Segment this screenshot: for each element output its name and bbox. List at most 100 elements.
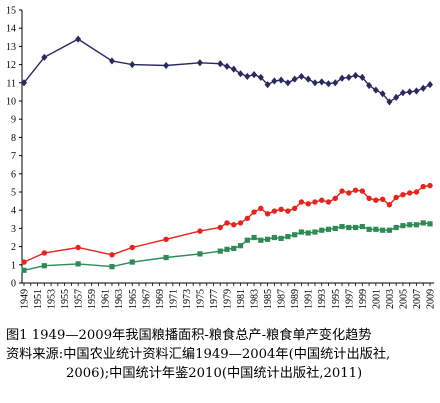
caption-source-continued: 2006);中国统计年鉴2010(中国统计出版社,2011): [66, 366, 363, 381]
series-1-point: [372, 86, 379, 94]
series-2-point: [312, 199, 318, 205]
x-tick-label: 1981: [236, 289, 247, 309]
series-1-point: [284, 79, 291, 87]
x-tick-label: 1985: [263, 289, 274, 309]
series-1-line: [23, 38, 431, 103]
series-1-point: [406, 88, 413, 96]
series-2-point: [244, 215, 250, 222]
series-3-point: [271, 234, 277, 241]
series-3-point: [359, 223, 365, 230]
x-tick-label: 1951: [33, 289, 44, 309]
series-2-point: [407, 190, 413, 196]
series-2-point: [420, 183, 426, 190]
series-1-point: [366, 81, 373, 90]
series-2-point: [278, 206, 284, 212]
x-tick-label: 1953: [47, 289, 58, 309]
series-3-point: [400, 223, 406, 229]
series-1-point: [129, 61, 136, 69]
y-tick-label: 7: [11, 151, 16, 162]
series-2-point: [373, 197, 379, 203]
series-2-point: [291, 205, 298, 212]
series-1-point: [352, 71, 359, 80]
series-2-point: [366, 195, 372, 202]
series-1-point: [298, 72, 305, 81]
series-2-point: [298, 199, 305, 205]
y-tick-label: 15: [6, 6, 16, 17]
series-3-point: [298, 229, 305, 235]
series-3-point: [325, 226, 332, 232]
x-tick-label: 1991: [304, 289, 315, 309]
series-2-point: [258, 205, 264, 212]
series-1-point: [257, 73, 264, 81]
y-tick-label: 9: [11, 115, 16, 126]
x-tick-label: 1999: [358, 289, 369, 309]
series-3-point: [352, 224, 359, 231]
series-1-point: [311, 79, 318, 87]
series-3-point: [339, 223, 345, 230]
y-tick-label: 5: [11, 188, 16, 199]
series-3-point: [197, 251, 203, 257]
series-2-point: [413, 189, 420, 195]
series-3-point: [407, 222, 413, 228]
series-1-point: [393, 93, 400, 101]
y-tick-label: 10: [6, 97, 16, 108]
series-1-point: [379, 90, 386, 98]
y-tick-label: 1: [11, 260, 16, 271]
series-2-point: [217, 224, 223, 231]
y-tick-label: 4: [11, 206, 16, 217]
series-3-point: [319, 227, 325, 233]
series-2-point: [325, 199, 332, 205]
series-1-point: [413, 87, 420, 95]
x-tick-label: 1969: [155, 289, 166, 309]
series-3-point: [231, 245, 237, 252]
y-tick-label: 12: [6, 60, 16, 71]
figure-caption: 图1 1949—2009年我国粮播面积-粮食总产-粮食单产变化趋势 资料来源:中…: [6, 326, 434, 383]
x-tick-label: 1959: [87, 289, 98, 309]
series-1-point: [75, 35, 82, 43]
series-3-point: [41, 263, 47, 269]
y-tick-label: 13: [6, 42, 16, 53]
series-3-point: [217, 248, 223, 254]
x-tick-label: 2005: [398, 289, 409, 309]
y-tick-label: 8: [11, 133, 16, 144]
series-2-point: [332, 195, 338, 202]
series-2-point: [359, 188, 366, 194]
x-tick-label: 2003: [385, 289, 396, 309]
series-2-point: [224, 220, 230, 226]
series-3-point: [366, 226, 372, 232]
series-2-point: [251, 209, 257, 215]
x-tick-label: 1955: [60, 289, 71, 309]
series-1-point: [359, 73, 366, 81]
series-3-point: [129, 259, 135, 265]
caption-title: 图1 1949—2009年我国粮播面积-粮食总产-粮食单产变化趋势: [6, 328, 372, 343]
x-tick-label: 1965: [128, 289, 139, 309]
series-2-point: [237, 220, 244, 226]
series-2-point: [163, 236, 169, 243]
y-tick-label: 2: [11, 242, 16, 253]
series-3-point: [278, 235, 284, 242]
x-tick-label: 1977: [209, 289, 220, 309]
series-1-point: [332, 79, 339, 87]
series-1-point: [217, 60, 224, 68]
series-3-point: [420, 220, 426, 226]
y-tick-label: 11: [6, 78, 16, 89]
series-1-point: [264, 81, 271, 89]
series-1-point: [230, 65, 237, 73]
series-3-point: [265, 236, 271, 242]
series-3-point: [305, 230, 311, 236]
series-2-point: [305, 201, 311, 207]
series-2-point: [109, 252, 115, 258]
series-3-point: [312, 229, 318, 235]
series-3-point: [258, 237, 264, 243]
series-3-point: [373, 226, 379, 232]
series-3-point: [109, 264, 115, 270]
series-3-point: [346, 224, 352, 231]
chart-area: 0 1 2 3 4 5 6 7 8 9 10 11 12 13 14 15 1949 1951 1953 1955 19…: [6, 6, 437, 310]
series-3-point: [21, 267, 27, 273]
series-3-point: [244, 237, 250, 243]
series-2-point: [41, 250, 47, 256]
series-1-point: [163, 61, 170, 70]
series-1-point: [345, 73, 352, 81]
series-3-point: [251, 234, 257, 241]
series-3-point: [292, 232, 298, 238]
